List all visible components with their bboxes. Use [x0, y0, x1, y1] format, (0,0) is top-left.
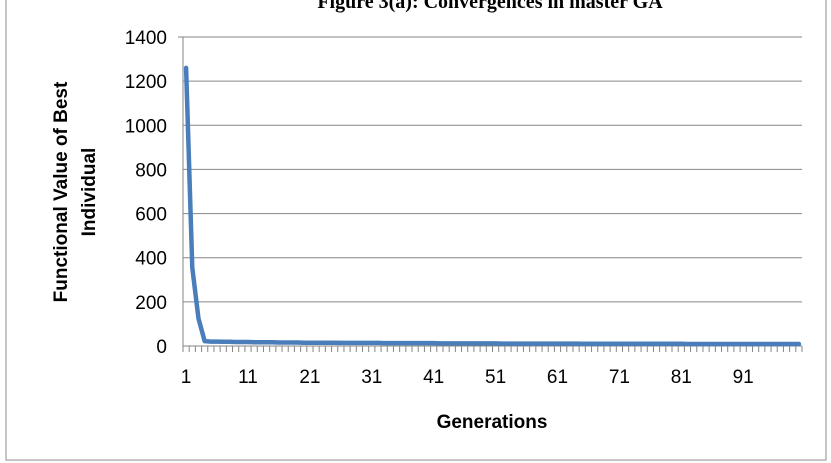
- x-tick-label: 1: [181, 367, 192, 388]
- y-axis-title-line-1: Functional Value of Best: [51, 81, 72, 302]
- grid-lines: [183, 36, 802, 303]
- y-tick-label: 600: [135, 205, 167, 226]
- y-tick-label: 400: [135, 249, 167, 270]
- x-tick-label: 71: [609, 367, 630, 388]
- y-tick-label: 1000: [125, 116, 167, 137]
- x-tick-label: 41: [423, 367, 444, 388]
- y-tick-label: 1200: [125, 72, 167, 93]
- series-layer: [183, 65, 802, 347]
- x-tick-label: 31: [361, 367, 382, 388]
- x-axis-title: Generations: [437, 412, 548, 433]
- x-tick-label: 21: [299, 367, 320, 388]
- y-tick-labels: 0 200 400 600 800 1000 1200 1400: [125, 28, 167, 358]
- x-tick-labels: 1 11 21 31 41 51 61 71 81 91: [181, 367, 754, 388]
- y-tick-label: 200: [135, 293, 167, 314]
- chart-title: Figure 3(a): Convergences in master GA: [317, 0, 663, 13]
- y-tick-label: 0: [156, 337, 167, 358]
- x-tick-label: 81: [671, 367, 692, 388]
- x-tick-label: 11: [238, 367, 258, 388]
- y-tick-label: 800: [135, 160, 167, 181]
- y-tick-label: 1400: [125, 28, 167, 49]
- series-line: [183, 65, 802, 347]
- chart-frame: [5, 0, 827, 461]
- y-axis-title-line-2: Individual: [79, 148, 100, 237]
- x-tick-label: 61: [547, 367, 568, 388]
- x-tick-label: 51: [485, 367, 506, 388]
- x-tick-label: 91: [733, 367, 754, 388]
